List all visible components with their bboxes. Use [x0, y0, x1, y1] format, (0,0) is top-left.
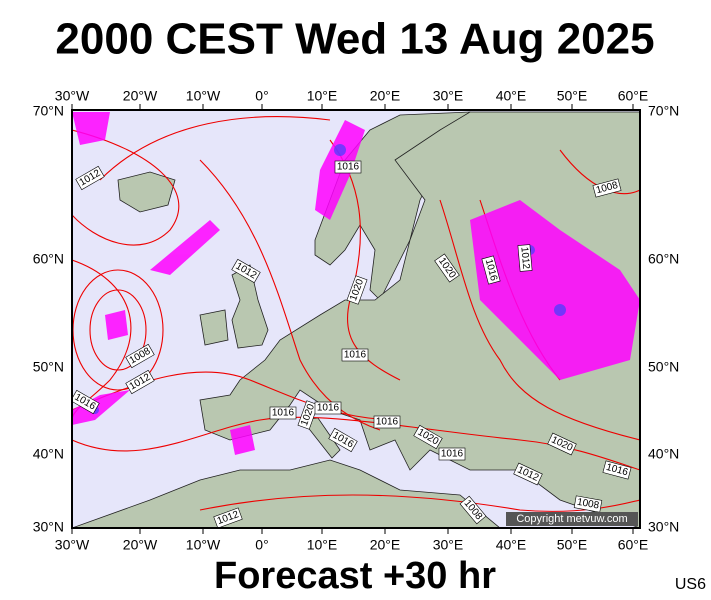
- isobar-label-group: 1008: [573, 495, 603, 513]
- left-latitude: 50°N: [33, 359, 64, 375]
- map-code: US6: [675, 576, 706, 593]
- isobar-label-box: [592, 178, 622, 198]
- isobar-label-box: [125, 369, 155, 395]
- isobar-label-box: [346, 275, 368, 305]
- top-longitude: 30°W: [55, 88, 90, 104]
- isobar-label-box: [573, 495, 603, 513]
- isobar-label: 1012: [518, 246, 531, 270]
- bottom-longitude: 30°E: [433, 537, 464, 553]
- copyright: Copyright metvuw.com: [516, 513, 627, 525]
- isobar-label-group: 1016: [341, 348, 369, 362]
- isobar-label-box: [269, 406, 297, 420]
- isobar-label-box: [297, 400, 319, 430]
- isobar-label: 1016: [337, 162, 360, 173]
- isobar-label-group: 1016: [314, 401, 342, 415]
- isobar-label: 1016: [441, 449, 464, 460]
- isobar-label-group: 1008: [592, 178, 622, 198]
- isobar-label-box: [72, 389, 100, 415]
- top-longitude: 40°E: [496, 88, 527, 104]
- isobar-label-box: [231, 258, 261, 284]
- top-longitude: 50°E: [557, 88, 588, 104]
- bottom-longitude: 30°W: [55, 537, 90, 553]
- bottom-longitude: 20°E: [370, 537, 401, 553]
- isobar-label-group: 1016: [481, 255, 501, 285]
- isobar-label-box: [213, 507, 243, 528]
- bottom-longitude: 60°E: [618, 537, 649, 553]
- isobar-label-box: [481, 255, 501, 285]
- isobar-label-box: [341, 348, 369, 362]
- bottom-longitude: 50°E: [557, 537, 588, 553]
- bottom-longitude: 40°E: [496, 537, 527, 553]
- isobar-label: 1016: [272, 408, 295, 419]
- title: 2000 CEST Wed 13 Aug 2025: [55, 15, 654, 64]
- isobar-label-group: 1016: [438, 447, 466, 461]
- right-latitude: 60°N: [648, 251, 679, 267]
- isobar-label-group: 1016: [269, 406, 297, 420]
- isobar-label-group: 1016: [373, 415, 401, 429]
- top-longitude: 10°E: [307, 88, 338, 104]
- bottom-longitude: 0°: [255, 537, 268, 553]
- isobar-label-box: [75, 165, 105, 191]
- isobar-label: 1016: [317, 403, 340, 414]
- right-latitude: 30°N: [648, 519, 679, 535]
- isobar-label-group: 1012: [517, 244, 533, 272]
- isobar-label-box: [547, 432, 577, 456]
- right-latitude: 40°N: [648, 446, 679, 462]
- map-frame: [71, 109, 641, 529]
- isobar-label-box: [459, 495, 487, 525]
- isobar-label-box: [413, 424, 443, 450]
- isobar-label-group: 1016: [334, 160, 362, 174]
- isobar-label-box: [125, 343, 155, 369]
- bottom-longitude: 20°W: [123, 537, 158, 553]
- isobar-label-box: [334, 160, 362, 174]
- isobar-label-box: [602, 460, 632, 480]
- isobar-label-box: [314, 401, 342, 415]
- isobar-label: 1008: [576, 497, 600, 512]
- top-longitude: 20°W: [123, 88, 158, 104]
- isobar-label-box: [328, 427, 358, 453]
- top-longitude: 0°: [255, 88, 268, 104]
- top-longitude: 20°E: [370, 88, 401, 104]
- isobar-label-box: [373, 415, 401, 429]
- top-longitude: 30°E: [433, 88, 464, 104]
- isobar-label: 1016: [344, 350, 367, 361]
- bottom-longitude: 10°W: [186, 537, 221, 553]
- left-latitude: 30°N: [33, 519, 64, 535]
- top-longitude: 10°W: [186, 88, 221, 104]
- bottom-longitude: 10°E: [307, 537, 338, 553]
- isobar-label-box: [434, 253, 460, 283]
- left-latitude: 60°N: [33, 251, 64, 267]
- right-latitude: 50°N: [648, 359, 679, 375]
- forecast-label: Forecast +30 hr: [214, 555, 496, 597]
- isobar-label-group: 1016: [602, 460, 632, 480]
- copyright-box: [506, 512, 638, 526]
- isobar-label-box: [517, 244, 533, 272]
- left-latitude: 40°N: [33, 446, 64, 462]
- isobar-label-box: [438, 447, 466, 461]
- right-latitude: 70°N: [648, 103, 679, 119]
- left-latitude: 70°N: [33, 103, 64, 119]
- isobar-label-box: [513, 462, 543, 486]
- top-longitude: 60°E: [618, 88, 649, 104]
- isobar-label: 1016: [376, 417, 399, 428]
